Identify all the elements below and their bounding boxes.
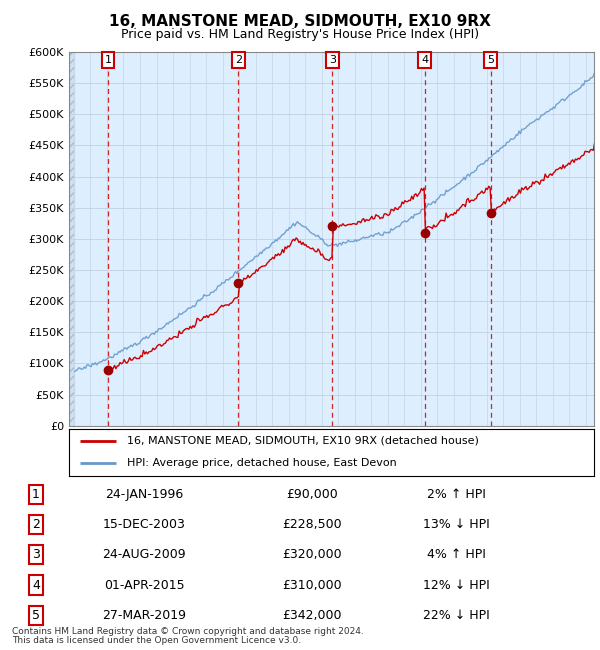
Text: 16, MANSTONE MEAD, SIDMOUTH, EX10 9RX: 16, MANSTONE MEAD, SIDMOUTH, EX10 9RX	[109, 14, 491, 29]
Text: HPI: Average price, detached house, East Devon: HPI: Average price, detached house, East…	[127, 458, 397, 468]
Text: £310,000: £310,000	[282, 578, 342, 592]
Text: This data is licensed under the Open Government Licence v3.0.: This data is licensed under the Open Gov…	[12, 636, 301, 645]
Text: 24-AUG-2009: 24-AUG-2009	[102, 549, 186, 561]
Text: 5: 5	[32, 609, 40, 622]
Bar	[69, 52, 74, 426]
Text: 24-JAN-1996: 24-JAN-1996	[105, 488, 183, 500]
Text: 22% ↓ HPI: 22% ↓ HPI	[422, 609, 490, 622]
Text: 15-DEC-2003: 15-DEC-2003	[103, 518, 185, 531]
Text: 5: 5	[487, 55, 494, 65]
Text: 3: 3	[329, 55, 336, 65]
Text: 4% ↑ HPI: 4% ↑ HPI	[427, 549, 485, 561]
Text: Contains HM Land Registry data © Crown copyright and database right 2024.: Contains HM Land Registry data © Crown c…	[12, 627, 364, 636]
Text: 27-MAR-2019: 27-MAR-2019	[102, 609, 186, 622]
Text: £342,000: £342,000	[282, 609, 342, 622]
Text: 1: 1	[32, 488, 40, 500]
Text: 4: 4	[421, 55, 428, 65]
Text: 16, MANSTONE MEAD, SIDMOUTH, EX10 9RX (detached house): 16, MANSTONE MEAD, SIDMOUTH, EX10 9RX (d…	[127, 436, 479, 446]
Text: £90,000: £90,000	[286, 488, 338, 500]
Text: 2: 2	[32, 518, 40, 531]
Text: £320,000: £320,000	[282, 549, 342, 561]
Text: £228,500: £228,500	[282, 518, 342, 531]
Text: 3: 3	[32, 549, 40, 561]
Text: 2% ↑ HPI: 2% ↑ HPI	[427, 488, 485, 500]
Text: 2: 2	[235, 55, 242, 65]
Text: Price paid vs. HM Land Registry's House Price Index (HPI): Price paid vs. HM Land Registry's House …	[121, 28, 479, 41]
Text: 4: 4	[32, 578, 40, 592]
Bar	[69, 52, 74, 426]
Text: 01-APR-2015: 01-APR-2015	[104, 578, 184, 592]
Text: 13% ↓ HPI: 13% ↓ HPI	[422, 518, 490, 531]
Text: 1: 1	[104, 55, 112, 65]
Text: 12% ↓ HPI: 12% ↓ HPI	[422, 578, 490, 592]
